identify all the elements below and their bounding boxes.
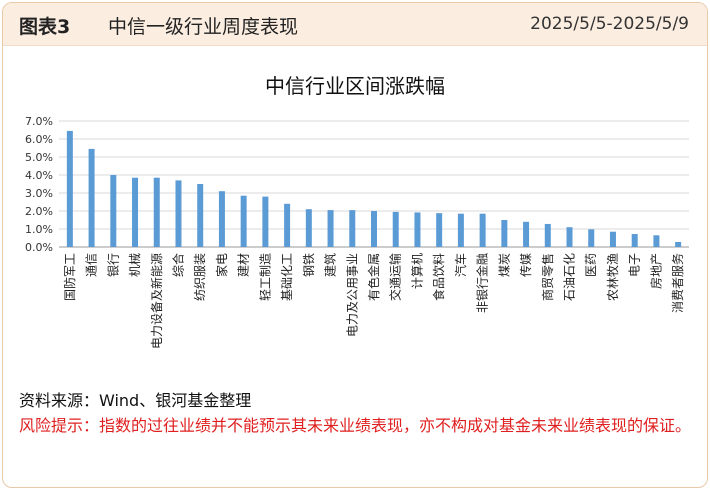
figure-title: 中信一级行业周度表现 <box>108 16 299 38</box>
bar <box>66 130 73 247</box>
x-tick-label: 计算机 <box>409 253 424 289</box>
bar <box>501 220 508 247</box>
bar <box>392 211 399 247</box>
x-tick-label: 非银行金融 <box>475 253 490 313</box>
x-tick-label: 电力设备及新能源 <box>149 253 164 349</box>
bar <box>132 177 139 247</box>
x-tick-label: 建材 <box>237 253 251 277</box>
risk-disclaimer: 风险提示：指数的过往业绩并不能预示其未来业绩表现，亦不构成对基金未来业绩表现的保… <box>19 416 692 435</box>
x-tick-label: 医药 <box>584 253 598 277</box>
x-tick-label: 机械 <box>127 253 142 277</box>
x-tick-label: 家电 <box>214 253 229 277</box>
y-tick-label: 6.0% <box>25 133 53 146</box>
x-tick-label: 通信 <box>85 253 99 277</box>
x-tick-label: 消费者服务 <box>670 253 685 313</box>
bar <box>305 209 312 247</box>
y-tick-label: 3.0% <box>25 187 53 200</box>
bar <box>414 212 421 247</box>
x-tick-label: 交通运输 <box>388 253 403 301</box>
bars <box>66 130 682 247</box>
y-axis-tick-labels: 0.0% 1.0% 2.0% 3.0% 4.0% 5.0% 6.0% 7.0% <box>25 115 53 254</box>
x-tick-label: 纺织服装 <box>193 253 207 301</box>
x-tick-label: 基础化工 <box>280 253 294 301</box>
x-tick-label: 商贸零售 <box>540 253 555 301</box>
figure-header: 图表3 中信一级行业周度表现 2025/5/5-2025/5/9 <box>3 3 707 46</box>
bar <box>609 231 616 247</box>
bar <box>175 180 182 247</box>
y-tick-label: 4.0% <box>25 169 53 182</box>
x-tick-label: 房地产 <box>648 253 663 289</box>
bar <box>653 235 660 247</box>
x-axis-tick-labels: 国防军工 通信 银行 机械 电力设备及新能源 综合 纺织服装 家电 建材 轻工制造 基础化工 钢铁 建筑… <box>62 253 685 349</box>
chart-title: 中信行业区间涨跌幅 <box>265 74 445 98</box>
bar <box>566 227 573 247</box>
x-tick-label: 有色金属 <box>366 253 381 301</box>
bar <box>197 184 204 247</box>
bar <box>327 210 334 247</box>
bar <box>588 229 595 247</box>
y-tick-label: 5.0% <box>25 151 53 164</box>
x-tick-label: 汽车 <box>453 253 468 277</box>
bar <box>88 148 95 247</box>
bar <box>675 241 682 247</box>
x-tick-label: 轻工制造 <box>258 253 272 301</box>
y-tick-label: 7.0% <box>25 115 53 128</box>
x-tick-label: 银行 <box>106 253 120 277</box>
bar <box>544 223 551 247</box>
y-tick-label: 2.0% <box>25 205 53 218</box>
bar <box>523 221 530 247</box>
x-tick-label: 石油石化 <box>563 253 577 301</box>
x-tick-label: 传媒 <box>518 253 533 277</box>
x-tick-label: 农林牧渔 <box>606 253 620 301</box>
x-tick-label: 建筑 <box>323 253 338 277</box>
x-tick-label: 电子 <box>628 253 642 277</box>
data-source-note: 资料来源：Wind、银河基金整理 <box>19 391 252 410</box>
x-tick-label: 食品饮料 <box>431 253 446 301</box>
bar <box>349 210 356 247</box>
y-tick-label: 1.0% <box>25 223 53 236</box>
bar <box>371 211 377 247</box>
bar-chart: 中信行业区间涨跌幅 0.0% 1.0% 2.0% 3.0% 4.0% 5.0% 6.0% 7.… <box>25 74 689 349</box>
bar <box>631 234 638 247</box>
bar <box>479 213 486 247</box>
bar <box>110 175 117 247</box>
figure-number: 图表3 <box>19 16 71 38</box>
bar <box>284 203 291 247</box>
bar <box>153 177 160 247</box>
bar <box>240 195 247 247</box>
date-range: 2025/5/5-2025/5/9 <box>530 14 689 34</box>
x-tick-label: 煤炭 <box>497 253 511 277</box>
bar <box>436 213 443 247</box>
y-tick-label: 0.0% <box>25 241 53 254</box>
bar <box>457 213 464 247</box>
x-tick-label: 电力及公用事业 <box>345 253 359 337</box>
x-tick-label: 国防军工 <box>62 253 77 301</box>
bar <box>218 191 225 247</box>
x-tick-label: 综合 <box>170 253 185 277</box>
x-tick-label: 钢铁 <box>302 253 316 277</box>
bar <box>262 196 269 247</box>
